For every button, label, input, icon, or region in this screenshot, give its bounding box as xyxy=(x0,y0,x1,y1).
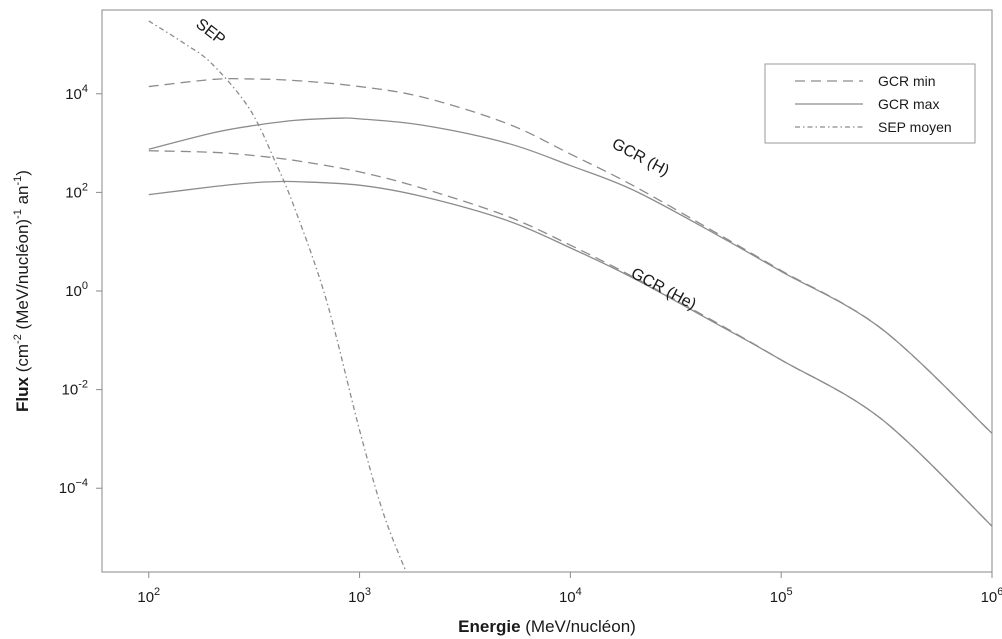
y-tick-label: 104 xyxy=(65,83,88,103)
series-layer xyxy=(148,20,992,572)
x-tick-label: 102 xyxy=(137,586,160,606)
legend-label: SEP moyen xyxy=(878,119,952,135)
x-tick-label: 106 xyxy=(981,586,1002,606)
curve-annotation: SEP xyxy=(192,16,228,49)
x-tick-label: 104 xyxy=(559,586,582,606)
x-tick-label: 105 xyxy=(770,586,793,606)
series-line-5 xyxy=(148,20,407,572)
x-tick-layer: 102 103 104 105 106 xyxy=(137,572,1002,606)
legend-label: GCR min xyxy=(878,73,936,89)
y-axis-label: Flux (cm-2 (MeV/nucléon)-1 an-1) xyxy=(12,170,32,412)
series-line-4 xyxy=(148,180,992,527)
y-tick-layer: 104 102 100 10-2 10−4 xyxy=(59,83,102,497)
y-tick-label: 10−4 xyxy=(59,477,88,497)
legend-label: GCR max xyxy=(878,96,939,112)
curve-annotation: GCR (H) xyxy=(609,136,672,180)
y-tick-label: 102 xyxy=(65,181,88,201)
x-tick-label: 103 xyxy=(348,586,371,606)
series-line-2 xyxy=(148,117,992,434)
annotation-layer: SEP GCR (H) GCR (He) xyxy=(192,16,698,314)
y-tick-label: 10-2 xyxy=(62,379,88,399)
series-line-3 xyxy=(148,150,992,527)
x-axis-label: Energie (MeV/nucléon) xyxy=(458,617,636,636)
curve-annotation: GCR (He) xyxy=(628,265,699,313)
y-tick-label: 100 xyxy=(65,280,88,300)
legend: GCR min GCR max SEP moyen xyxy=(764,63,976,144)
